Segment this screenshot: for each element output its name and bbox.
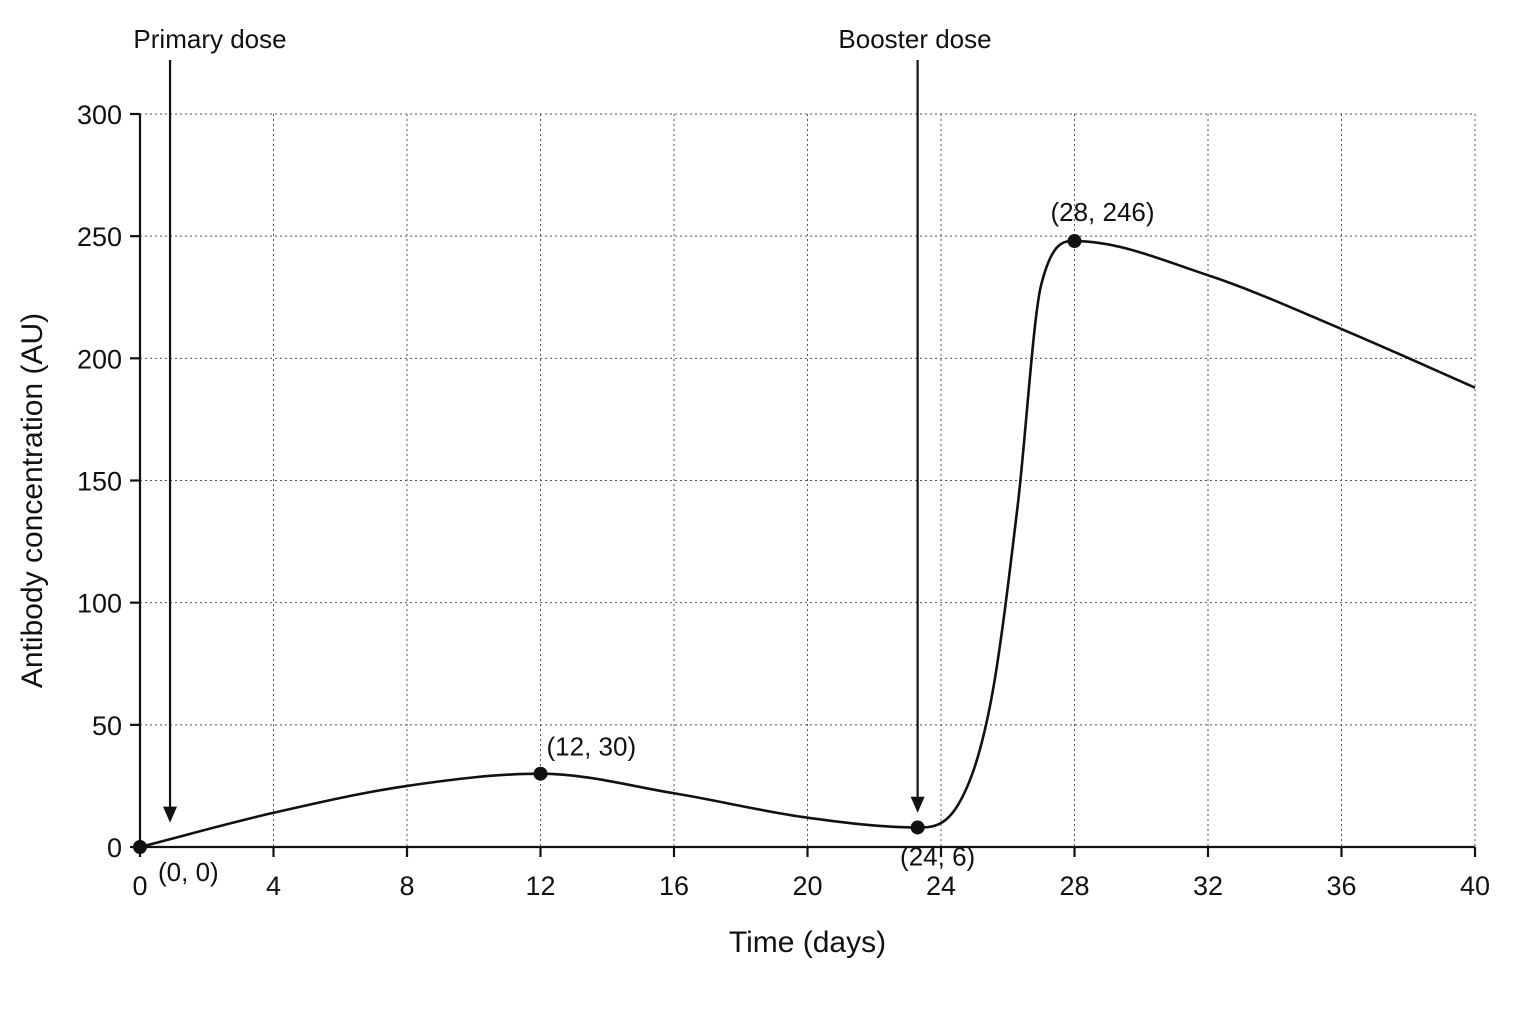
x-tick-label: 16 bbox=[659, 871, 689, 901]
y-tick-label: 0 bbox=[107, 833, 122, 863]
data-point bbox=[1067, 234, 1082, 249]
x-axis-title: Time (days) bbox=[729, 926, 886, 959]
data-point bbox=[533, 766, 548, 781]
y-tick-label: 150 bbox=[77, 467, 122, 497]
arrow-head bbox=[910, 796, 925, 813]
y-axis-title: Antibody concentration (AU) bbox=[16, 313, 49, 688]
x-tick-label: 36 bbox=[1326, 871, 1356, 901]
x-tick-label: 4 bbox=[266, 871, 281, 901]
data-point-label: (0, 0) bbox=[158, 857, 219, 887]
x-tick-label: 40 bbox=[1460, 871, 1490, 901]
dose-label: Booster dose bbox=[838, 24, 991, 54]
x-tick-label: 20 bbox=[792, 871, 822, 901]
x-tick-label: 8 bbox=[399, 871, 414, 901]
x-tick-label: 0 bbox=[132, 871, 147, 901]
data-point-label: (24, 6) bbox=[900, 841, 975, 871]
data-point bbox=[133, 840, 147, 854]
series-line bbox=[139, 239, 1476, 849]
x-tick-label: 24 bbox=[926, 871, 956, 901]
data-point-label: (28, 246) bbox=[1050, 197, 1154, 227]
x-tick-label: 28 bbox=[1059, 871, 1089, 901]
data-point bbox=[910, 820, 925, 835]
data-points: (0, 0) (12, 30) (24, 6) (28, 246) bbox=[133, 197, 1155, 887]
data-point-label: (12, 30) bbox=[547, 732, 637, 762]
y-tick-label: 50 bbox=[92, 711, 122, 741]
dose-label: Primary dose bbox=[133, 24, 286, 54]
dose-annotations: Primary dose Booster dose bbox=[133, 24, 992, 823]
y-tick-label: 250 bbox=[77, 222, 122, 252]
x-tick-label: 12 bbox=[525, 871, 555, 901]
x-tick-label: 32 bbox=[1193, 871, 1223, 901]
arrow-head bbox=[163, 806, 178, 823]
tick-labels: 0 4 8 12 16 20 24 28 32 36 40 0 50 100 150 200 250 300 bbox=[77, 100, 1490, 901]
y-tick-label: 200 bbox=[77, 344, 122, 374]
y-tick-label: 100 bbox=[77, 589, 122, 619]
grid-lines bbox=[140, 113, 1476, 847]
y-tick-label: 300 bbox=[77, 100, 122, 130]
